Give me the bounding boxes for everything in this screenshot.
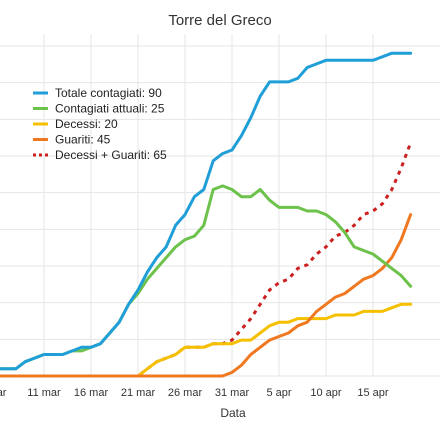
x-tick-label: 16 mar (74, 387, 109, 399)
x-tick-label: 21 mar (121, 387, 156, 399)
series-line (0, 184, 413, 371)
x-tick-label: 10 apr (310, 387, 342, 399)
x-tick-label: 5 apr (266, 387, 291, 399)
legend: Totale contagiati: 90 Contagiati attuali:… (33, 86, 167, 162)
series-lines (0, 51, 413, 378)
legend-label: Totale contagiati: 90 (55, 86, 162, 100)
series-line (0, 142, 413, 378)
legend-label: Contagiati attuali: 25 (55, 102, 165, 116)
series-line (0, 302, 413, 378)
x-tick-label: 11 mar (27, 387, 61, 399)
x-axis-label: Data (220, 406, 246, 420)
x-tick-label: 31 mar (215, 387, 250, 399)
chart-title: Torre del Greco (168, 12, 271, 29)
x-tick-label: 15 apr (357, 387, 389, 399)
x-tick-label: 26 mar (168, 387, 203, 399)
grid (0, 34, 440, 377)
x-tick-label: mar (0, 387, 7, 399)
series-line (0, 213, 413, 378)
legend-label: Decessi + Guariti: 65 (55, 148, 167, 162)
legend-label: Decessi: 20 (55, 117, 118, 131)
legend-label: Guariti: 45 (55, 133, 111, 147)
series-line (0, 51, 413, 371)
x-axis-ticks: mar 11 mar 16 mar 21 mar 26 mar 31 mar 5 apr 10… (0, 387, 389, 399)
